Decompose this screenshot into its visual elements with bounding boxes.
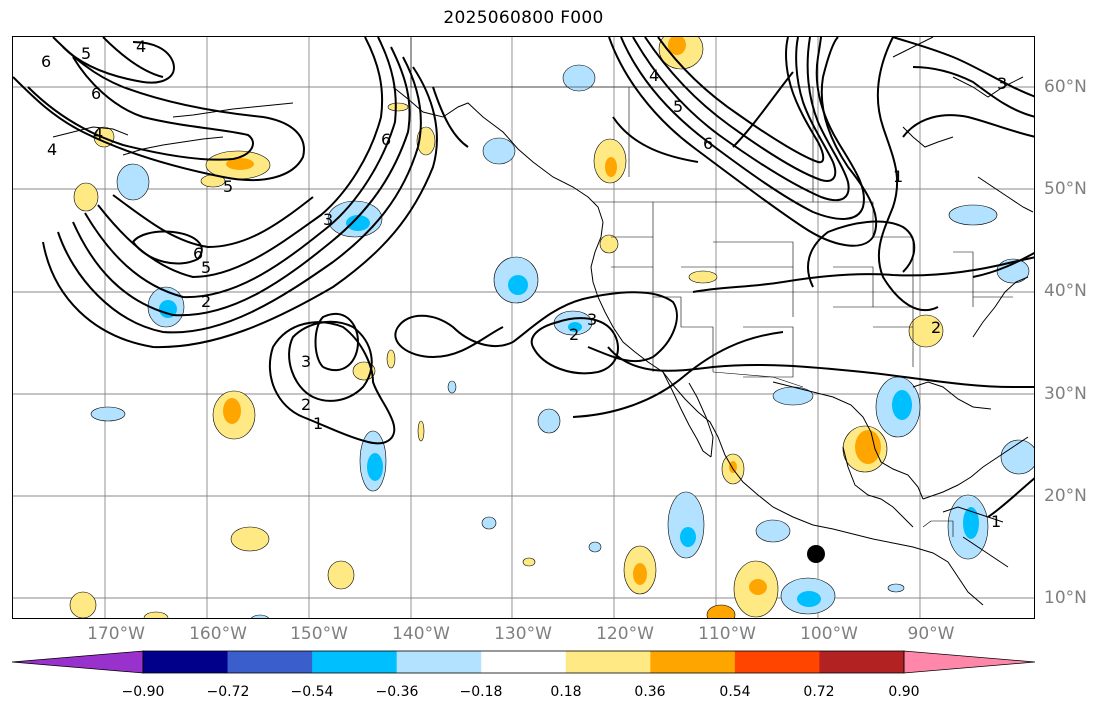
lon-label: 120°W: [596, 624, 654, 644]
colorbar-tick: 0.54: [719, 684, 751, 700]
lon-label: 140°W: [392, 624, 450, 644]
lon-label: 150°W: [290, 624, 348, 644]
colorbar-upper-extension: [903, 650, 1036, 674]
colorbar-segment: [396, 651, 482, 673]
shaded-anomaly-fills: [69, 37, 1034, 618]
colorbar-tick: −0.36: [375, 684, 419, 700]
colorbar-segment: [650, 651, 736, 673]
contour-label: 1: [991, 512, 1001, 531]
contour-label: 5: [673, 97, 683, 116]
lat-label: 60°N: [1044, 77, 1087, 97]
lon-label: 110°W: [698, 624, 756, 644]
map-panel: 6 5 4 6 4 4 5 6 3 6 5 2 3 2 1 2 3 4 5 6 …: [12, 36, 1035, 619]
lat-label: 50°N: [1044, 179, 1087, 199]
contour-label: 6: [381, 130, 391, 149]
contour-lines: [13, 37, 1034, 518]
lon-label: 100°W: [800, 624, 858, 644]
contour-label: 3: [587, 310, 597, 329]
contour-label: 3: [997, 74, 1007, 93]
coastlines: [52, 37, 1034, 606]
contour-label: 1: [893, 167, 903, 186]
contour-label: 6: [703, 134, 713, 153]
colorbar-segment: [312, 651, 398, 673]
colorbar-segment: [819, 651, 905, 673]
colorbar-tick: 0.36: [634, 684, 666, 700]
contour-label: 5: [201, 258, 211, 277]
contour-label: 4: [649, 66, 659, 85]
contour-label: 5: [223, 177, 233, 196]
contour-label: 2: [931, 318, 941, 337]
colorbar-tick: 0.18: [550, 684, 582, 700]
contour-label: 4: [93, 124, 103, 143]
contour-label: 6: [91, 84, 101, 103]
map-canvas: 6 5 4 6 4 4 5 6 3 6 5 2 3 2 1 2 3 4 5 6 …: [13, 37, 1034, 618]
contour-label: 2: [569, 325, 579, 344]
contour-label: 1: [313, 414, 323, 433]
colorbar-segment: [481, 651, 567, 673]
contour-label: 2: [201, 292, 211, 311]
colorbar-lower-extension: [11, 650, 144, 674]
contour-label-group: 6 5 4 6 4 4 5 6 3 6 5 2 3 2 1 2 3 4 5 6 …: [41, 37, 1007, 531]
lat-label: 20°N: [1044, 486, 1087, 506]
contour-label: 6: [193, 244, 203, 263]
contour-label: 2: [301, 395, 311, 414]
colorbar-tick: 0.72: [803, 684, 835, 700]
contour-label: 4: [136, 37, 146, 56]
lat-label: 10°N: [1044, 588, 1087, 608]
contour-label: 3: [323, 210, 333, 229]
colorbar-segment: [143, 651, 229, 673]
contour-label: 3: [301, 352, 311, 371]
location-marker: [807, 545, 825, 563]
colorbar: [11, 650, 1036, 674]
contour-label: 4: [47, 140, 57, 159]
colorbar-tick: −0.54: [290, 684, 334, 700]
colorbar-tick: 0.90: [888, 684, 920, 700]
lat-label: 40°N: [1044, 281, 1087, 301]
colorbar-segment: [227, 651, 313, 673]
lat-label: 30°N: [1044, 384, 1087, 404]
colorbar-tick: −0.90: [121, 684, 165, 700]
colorbar-segment: [734, 651, 820, 673]
colorbar-frame: [142, 650, 905, 674]
contour-label: 5: [81, 44, 91, 63]
lon-label: 90°W: [907, 624, 955, 644]
map-title: 2025060800 F000: [443, 8, 604, 28]
colorbar-tick: −0.72: [206, 684, 250, 700]
contour-label: 6: [41, 52, 51, 71]
colorbar-tick: −0.18: [459, 684, 503, 700]
lon-label: 170°W: [87, 624, 145, 644]
lon-label: 160°W: [189, 624, 247, 644]
colorbar-segment: [565, 651, 651, 673]
lon-label: 130°W: [494, 624, 552, 644]
